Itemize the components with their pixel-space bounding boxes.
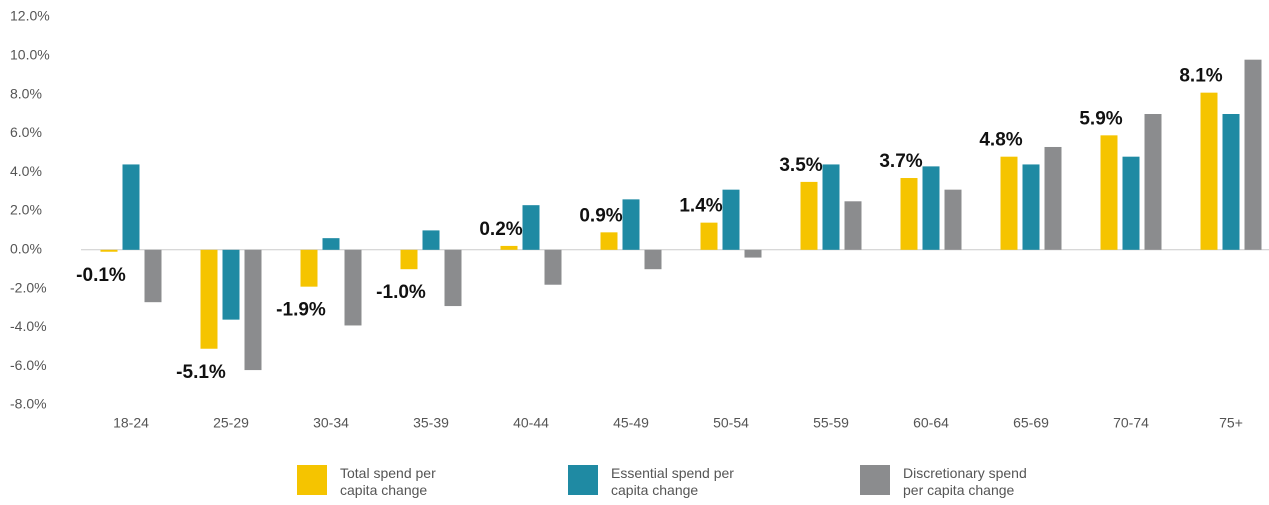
y-tick-label: 0.0% — [10, 241, 42, 257]
bar — [100, 249, 118, 252]
bar — [1044, 146, 1062, 250]
bar — [244, 249, 262, 371]
legend-label: Essential spend per capita change — [611, 465, 734, 498]
bar — [700, 222, 718, 250]
bar — [1022, 164, 1040, 250]
bar — [422, 230, 440, 250]
bar — [922, 166, 940, 250]
bar — [844, 201, 862, 250]
legend-item: Discretionary spend per capita change — [860, 465, 1038, 499]
legend-swatch — [568, 465, 598, 495]
x-tick-label: 18-24 — [113, 415, 149, 431]
bar — [222, 249, 240, 320]
legend-item: Total spend per capita change — [297, 465, 475, 499]
y-tick-label: 2.0% — [10, 202, 42, 218]
x-tick-label: 60-64 — [913, 415, 949, 431]
legend-item: Essential spend per capita change — [568, 465, 746, 499]
bar — [444, 249, 462, 307]
value-label: 3.7% — [879, 151, 922, 172]
legend-swatch — [297, 465, 327, 495]
bar — [822, 164, 840, 250]
y-tick-label: -8.0% — [10, 396, 47, 412]
bar — [1122, 156, 1140, 250]
value-label: 8.1% — [1179, 66, 1222, 87]
x-tick-label: 45-49 — [613, 415, 649, 431]
bar — [322, 238, 340, 250]
value-label: -1.9% — [276, 300, 326, 321]
x-tick-label: 75+ — [1219, 415, 1243, 431]
bar — [1144, 114, 1162, 250]
y-tick-label: 10.0% — [10, 47, 50, 63]
bar — [200, 249, 218, 349]
bar — [144, 249, 162, 303]
y-tick-label: 6.0% — [10, 124, 42, 140]
value-label: 3.5% — [779, 155, 822, 176]
value-label: 1.4% — [679, 196, 722, 217]
value-label: -1.0% — [376, 282, 426, 303]
bar — [400, 249, 418, 270]
value-label: 0.9% — [579, 205, 622, 226]
x-tick-label: 65-69 — [1013, 415, 1049, 431]
bar — [544, 249, 562, 285]
bar — [500, 245, 518, 250]
bar — [1100, 135, 1118, 250]
x-tick-label: 40-44 — [513, 415, 549, 431]
x-tick-label: 25-29 — [213, 415, 249, 431]
value-label: 5.9% — [1079, 108, 1122, 129]
x-tick-label: 50-54 — [713, 415, 749, 431]
bar — [944, 189, 962, 250]
bar — [1000, 156, 1018, 250]
y-tick-label: 8.0% — [10, 85, 42, 101]
value-label: -5.1% — [176, 362, 226, 383]
bar — [600, 232, 618, 250]
bar — [1200, 92, 1218, 250]
bar — [900, 178, 918, 250]
value-label: -0.1% — [76, 265, 126, 286]
bar — [644, 249, 662, 270]
bar — [722, 189, 740, 250]
legend-label: Total spend per capita change — [340, 465, 436, 498]
x-tick-label: 55-59 — [813, 415, 849, 431]
bar — [344, 249, 362, 326]
y-tick-label: -2.0% — [10, 279, 47, 295]
y-tick-label: 12.0% — [10, 8, 50, 24]
bar — [300, 249, 318, 287]
value-label: 0.2% — [479, 219, 522, 240]
y-tick-label: -4.0% — [10, 318, 47, 334]
bar — [1222, 114, 1240, 250]
x-tick-label: 35-39 — [413, 415, 449, 431]
legend-swatch — [860, 465, 890, 495]
bar — [1244, 59, 1262, 250]
bar — [800, 181, 818, 250]
x-tick-label: 30-34 — [313, 415, 349, 431]
value-label: 4.8% — [979, 130, 1022, 151]
x-tick-label: 70-74 — [1113, 415, 1149, 431]
bar — [744, 249, 762, 258]
bar — [522, 205, 540, 250]
bar — [622, 199, 640, 250]
y-tick-label: 4.0% — [10, 163, 42, 179]
bar — [122, 164, 140, 250]
legend-label: Discretionary spend per capita change — [903, 465, 1027, 498]
y-tick-label: -6.0% — [10, 357, 47, 373]
